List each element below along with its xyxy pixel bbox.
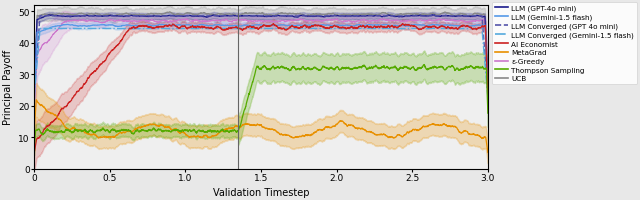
X-axis label: Validation Timestep: Validation Timestep — [212, 187, 309, 197]
Legend: LLM (GPT-4o mini), LLM (Gemini-1.5 flash), LLM Converged (GPT 4o mini), LLM Conv: LLM (GPT-4o mini), LLM (Gemini-1.5 flash… — [492, 3, 637, 85]
Y-axis label: Principal Payoff: Principal Payoff — [3, 50, 13, 125]
